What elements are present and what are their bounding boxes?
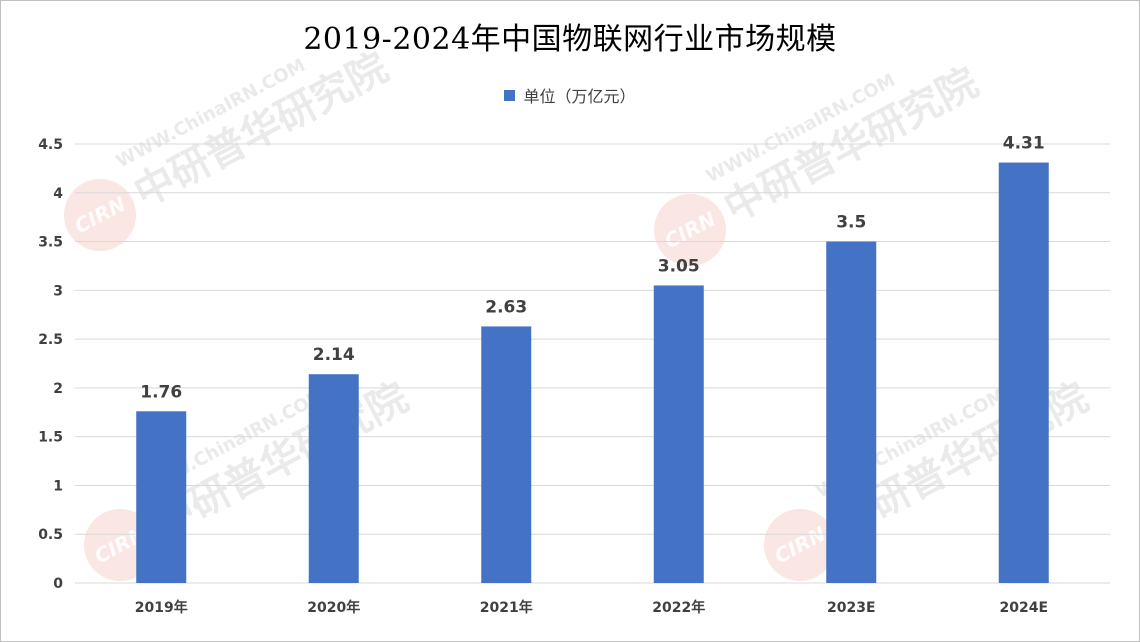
y-tick-label: 4 [53,186,63,202]
y-tick-label: 2.5 [38,332,63,348]
legend-swatch [504,89,516,101]
bar [826,241,877,584]
watermark-logo-circle [654,194,726,266]
y-tick-label: 1.5 [38,430,63,446]
data-label: 3.05 [658,256,700,276]
legend: 单位（万亿元） [0,83,1140,107]
legend-label: 单位（万亿元） [523,87,636,106]
bar [998,162,1049,583]
data-label: 1.76 [140,382,182,402]
y-tick-label: 0 [53,576,63,592]
x-tick-label: 2021年 [480,599,533,616]
y-tick-label: 3 [53,283,63,299]
watermark-logo-circle [764,509,836,581]
bar [653,285,704,583]
y-tick-label: 3.5 [38,235,63,251]
data-label: 2.14 [313,345,355,365]
x-tick-label: 2023E [827,600,876,616]
chart-title: 2019-2024年中国物联网行业市场规模 [303,22,837,57]
y-tick-label: 4.5 [38,137,63,153]
bar [136,411,187,583]
data-label: 3.5 [836,213,866,233]
watermark-logo-circle [63,179,136,251]
x-tick-label: 2019年 [135,599,188,616]
bar [308,374,359,583]
bar [481,326,532,583]
x-tick-label: 2024E [999,600,1048,616]
y-tick-label: 0.5 [38,527,63,543]
y-tick-label: 2 [53,381,63,397]
data-label: 4.31 [1003,134,1045,154]
x-tick-label: 2022年 [652,599,705,616]
y-tick-label: 1 [53,478,63,494]
data-label: 2.63 [485,297,527,317]
x-tick-label: 2020年 [307,599,360,616]
